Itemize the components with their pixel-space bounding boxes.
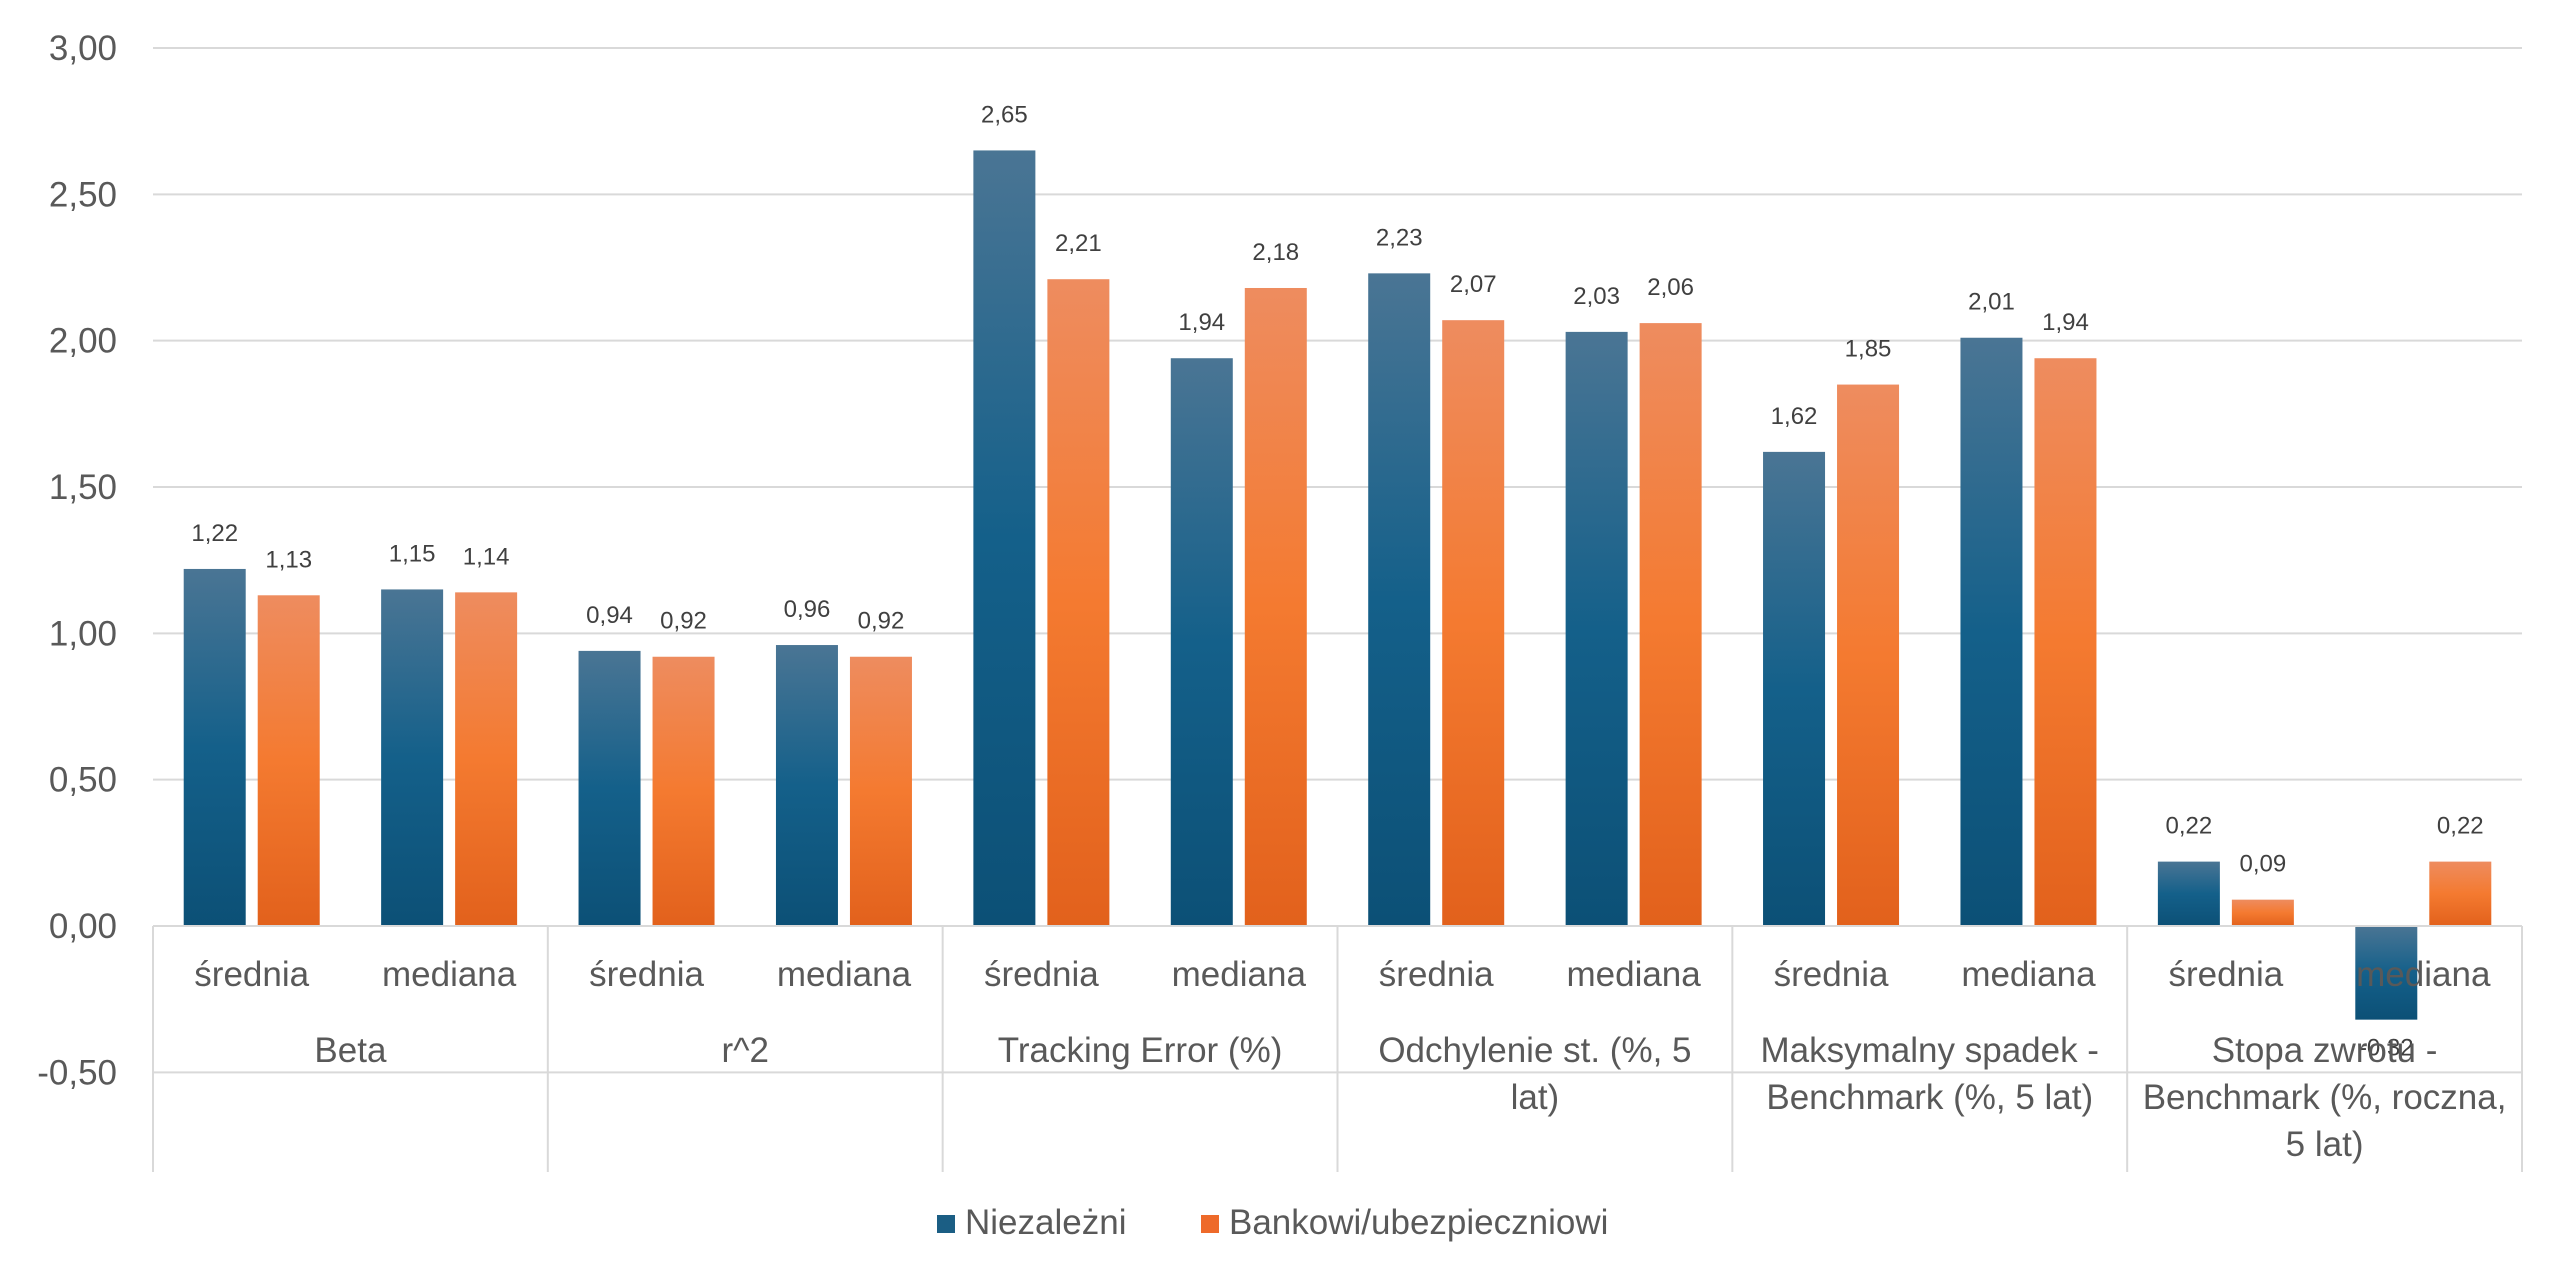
x-subcategory-label: mediana bbox=[1961, 955, 2096, 994]
x-group-label: Benchmark (%, 5 lat) bbox=[1766, 1078, 2093, 1117]
bar-niezalezni bbox=[775, 645, 838, 926]
data-label: 2,06 bbox=[1647, 274, 1694, 301]
data-label: 2,23 bbox=[1376, 224, 1423, 251]
data-label: 2,03 bbox=[1573, 283, 1620, 310]
bar-bankowi bbox=[1442, 320, 1505, 926]
data-label: 2,65 bbox=[981, 101, 1028, 128]
data-label: 1,22 bbox=[191, 520, 238, 547]
data-label: 0,22 bbox=[2437, 813, 2484, 840]
bar-niezalezni bbox=[578, 650, 641, 926]
bar-niezalezni bbox=[381, 589, 444, 926]
bar-niezalezni bbox=[1565, 331, 1628, 926]
data-labels: 1,22 1,13 1,15 1,14 0,94 0,92 0,96 0,92 2,65 2,21… bbox=[191, 101, 2483, 1061]
bar-niezalezni bbox=[2355, 926, 2418, 1020]
bar-niezalezni bbox=[1170, 358, 1233, 926]
legend-item-niezalezni-swatch bbox=[937, 1215, 955, 1233]
x-subcategory-label: mediana bbox=[382, 955, 517, 994]
data-label: 2,18 bbox=[1252, 239, 1299, 266]
x-group-label: 5 lat) bbox=[2286, 1125, 2364, 1164]
y-tick-label: 2,50 bbox=[49, 175, 117, 214]
x-subcategory-label: średnia bbox=[194, 955, 309, 994]
data-label: 1,15 bbox=[389, 540, 436, 567]
data-label: 1,85 bbox=[1845, 336, 1892, 363]
x-subcategory-label: średnia bbox=[589, 955, 704, 994]
x-subcategory-label: mediana bbox=[1172, 955, 1307, 994]
data-label: 1,62 bbox=[1771, 403, 1818, 430]
bar-bankowi bbox=[2231, 899, 2294, 926]
bar-niezalezni bbox=[1368, 273, 1431, 926]
data-label: 2,01 bbox=[1968, 289, 2015, 316]
bar-bankowi bbox=[257, 595, 320, 926]
legend-item-bankowi-swatch bbox=[1201, 1215, 1219, 1233]
x-group-label: r^2 bbox=[721, 1031, 769, 1070]
bar-bankowi bbox=[455, 592, 518, 926]
bar-bankowi bbox=[652, 656, 715, 926]
bar-bankowi bbox=[1047, 279, 1110, 926]
data-label: 1,13 bbox=[265, 546, 312, 573]
data-label: -0,32 bbox=[2359, 1035, 2414, 1062]
data-label: 0,09 bbox=[2240, 851, 2287, 878]
x-subcategory-label: średnia bbox=[2168, 955, 2283, 994]
data-label: 0,92 bbox=[660, 608, 707, 635]
x-subcategory-label: mediana bbox=[1566, 955, 1701, 994]
data-label: 0,96 bbox=[784, 596, 831, 623]
x-subcategory-label: średnia bbox=[1774, 955, 1889, 994]
legend-item-niezalezni-label: Niezależni bbox=[965, 1203, 1126, 1242]
x-subcategory-label: mediana bbox=[2356, 955, 2491, 994]
bars bbox=[183, 150, 2492, 1020]
bar-bankowi bbox=[1837, 384, 1900, 927]
y-tick-label: 1,00 bbox=[49, 614, 117, 653]
data-label: 1,94 bbox=[1178, 309, 1225, 336]
x-group-label: Benchmark (%, roczna, bbox=[2143, 1078, 2507, 1117]
legend: Niezależni Bankowi/ubezpieczniowi bbox=[937, 1203, 1608, 1242]
y-axis: 3,00 2,50 2,00 1,50 1,00 0,50 0,00 -0,50 bbox=[37, 29, 117, 1092]
x-group-label: Beta bbox=[314, 1031, 387, 1070]
data-label: 0,22 bbox=[2166, 813, 2213, 840]
data-label: 1,14 bbox=[463, 543, 510, 570]
bar-bankowi bbox=[849, 656, 912, 926]
data-label: 2,07 bbox=[1450, 271, 1497, 298]
bar-niezalezni bbox=[1960, 337, 2023, 926]
data-label: 0,92 bbox=[858, 608, 905, 635]
y-tick-label: 0,00 bbox=[49, 907, 117, 946]
x-group-label: Odchylenie st. (%, 5 bbox=[1378, 1031, 1691, 1070]
x-group-label: Stopa zwrotu - bbox=[2212, 1031, 2438, 1070]
bar-niezalezni bbox=[183, 568, 246, 926]
bar-niezalezni bbox=[973, 150, 1036, 926]
x-subcategory-label: średnia bbox=[984, 955, 1099, 994]
x-group-label: Tracking Error (%) bbox=[998, 1031, 1283, 1070]
bar-niezalezni bbox=[2157, 861, 2220, 926]
x-group-label: lat) bbox=[1511, 1078, 1560, 1117]
x-subcategory-label: średnia bbox=[1379, 955, 1494, 994]
y-tick-label: 3,00 bbox=[49, 29, 117, 68]
legend-item-bankowi-label: Bankowi/ubezpieczniowi bbox=[1229, 1203, 1608, 1242]
x-group-label: Maksymalny spadek - bbox=[1761, 1031, 2099, 1070]
y-tick-label: 0,50 bbox=[49, 761, 117, 800]
bar-niezalezni bbox=[1763, 451, 1826, 926]
y-tick-label: 2,00 bbox=[49, 322, 117, 361]
x-subcategory-label: mediana bbox=[777, 955, 912, 994]
bar-bankowi bbox=[1639, 323, 1702, 926]
y-tick-label: -0,50 bbox=[37, 1053, 117, 1092]
y-tick-label: 1,50 bbox=[49, 468, 117, 507]
bar-bankowi bbox=[2034, 358, 2097, 926]
data-label: 1,94 bbox=[2042, 309, 2089, 336]
bar-bankowi bbox=[1244, 287, 1307, 926]
bar-bankowi bbox=[2429, 861, 2492, 926]
data-label: 0,94 bbox=[586, 602, 633, 629]
data-label: 2,21 bbox=[1055, 230, 1102, 257]
